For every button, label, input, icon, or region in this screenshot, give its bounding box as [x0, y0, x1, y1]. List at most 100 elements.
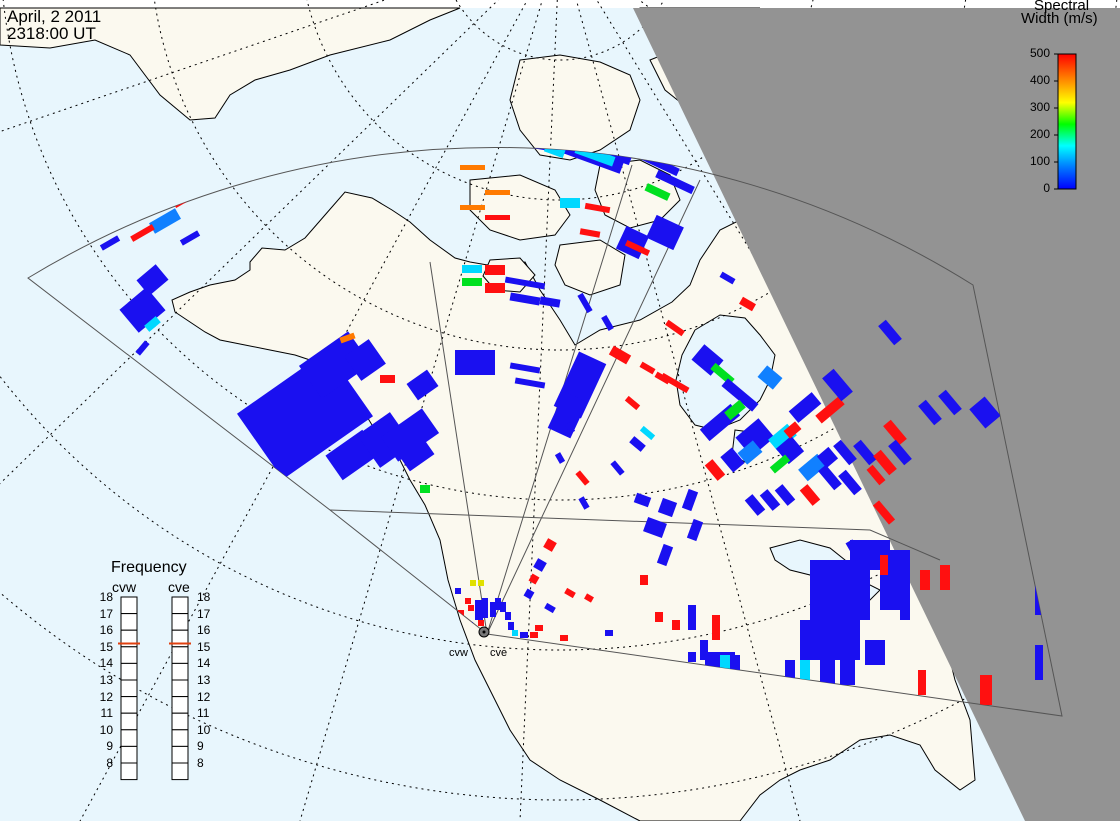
backscatter-cell	[719, 271, 736, 285]
radar-name-cvw: cvw	[112, 579, 137, 595]
backscatter-cell	[460, 205, 485, 210]
site-center	[482, 630, 486, 634]
backscatter-cell	[629, 436, 646, 452]
backscatter-cell	[149, 208, 181, 234]
backscatter-cell	[560, 198, 580, 208]
backscatter-cell	[700, 640, 708, 660]
colorbar-title: Spectral	[1034, 0, 1090, 14]
backscatter-cell	[460, 165, 485, 170]
backscatter-cell	[475, 600, 483, 620]
backscatter-cell	[578, 496, 590, 510]
colorbar-tick: 100	[1029, 154, 1050, 168]
backscatter-cell	[818, 464, 842, 491]
backscatter-cell	[533, 558, 547, 572]
colorbar-tick: 500	[1029, 46, 1050, 60]
backscatter-cell	[900, 570, 910, 620]
frequency-cell	[171, 696, 189, 714]
frequency-cell	[120, 662, 138, 681]
backscatter-cell	[833, 439, 857, 466]
backscatter-cell	[514, 377, 546, 389]
backscatter-cell	[579, 228, 601, 238]
backscatter-cell	[610, 460, 625, 476]
backscatter-cell	[465, 598, 471, 604]
frequency-panel	[118, 596, 191, 781]
backscatter-cell	[554, 452, 566, 464]
backscatter-cell	[485, 283, 505, 293]
backscatter-cell	[535, 625, 543, 631]
backscatter-cell	[840, 660, 855, 685]
backscatter-cell	[704, 459, 726, 481]
backscatter-cell	[135, 340, 150, 356]
backscatter-cell	[520, 632, 528, 638]
frequency-tick: 17	[99, 606, 113, 621]
frequency-cell	[120, 679, 138, 698]
frequency-tick: 10	[99, 722, 113, 737]
backscatter-cell	[739, 296, 756, 312]
backscatter-cell	[644, 183, 671, 201]
backscatter-cell	[816, 446, 839, 469]
frequency-cell	[171, 729, 189, 747]
night-shading	[633, 8, 1120, 821]
colorbar-gradient	[1057, 53, 1077, 190]
backscatter-cell	[455, 350, 495, 375]
backscatter-cell	[485, 215, 510, 220]
frequency-tick: 17	[197, 606, 211, 621]
frequency-cell	[171, 712, 189, 731]
backscatter-cell	[655, 169, 695, 195]
radar-name-cve: cve	[168, 579, 190, 595]
backscatter-cell	[643, 517, 667, 538]
backscatter-cell	[880, 555, 888, 575]
backscatter-cell	[577, 292, 593, 314]
backscatter-cell	[783, 421, 802, 439]
frequency-tick: 14	[197, 656, 211, 671]
backscatter-cell	[119, 287, 166, 333]
backscatter-cell	[633, 492, 652, 508]
backscatter-cell	[298, 331, 372, 399]
backscatter-cell	[523, 588, 535, 600]
frequency-cell	[120, 596, 138, 615]
backscatter-cell	[672, 620, 680, 630]
backscatter-cell	[737, 440, 763, 465]
backscatter-cell	[605, 630, 613, 636]
backscatter-cell	[406, 369, 439, 401]
frequency-tick: 8	[197, 756, 204, 770]
site-label-cvw: cvw	[449, 647, 468, 659]
backscatter-cell	[759, 489, 781, 511]
backscatter-cell	[845, 539, 863, 561]
backscatter-cell	[584, 593, 594, 603]
frequency-cell	[171, 762, 189, 781]
frequency-cell	[120, 729, 138, 747]
backscatter-cell	[543, 538, 557, 552]
backscatter-cell	[980, 675, 992, 705]
frequency-tick: 9	[197, 739, 204, 754]
backscatter-cell	[462, 278, 482, 286]
backscatter-cell	[888, 439, 912, 466]
backscatter-cell	[179, 230, 201, 246]
backscatter-cell	[646, 214, 684, 251]
frequency-tick: 13	[99, 673, 113, 687]
frequency-cell	[171, 662, 189, 681]
backscatter-cell	[660, 372, 690, 394]
backscatter-cell	[639, 361, 656, 375]
frequency-cell	[120, 696, 138, 714]
backscatter-cell	[640, 575, 648, 585]
backscatter-cell	[495, 598, 501, 610]
backscatter-cell	[380, 408, 440, 462]
backscatter-cell	[395, 433, 435, 472]
backscatter-cell	[657, 497, 678, 518]
backscatter-cell	[744, 494, 766, 516]
date-label: April, 2 2011	[7, 7, 102, 26]
frequency-tick: 18	[99, 590, 113, 604]
backscatter-cell	[505, 612, 511, 620]
backscatter-cell	[838, 469, 862, 496]
backscatter-cell	[866, 464, 886, 486]
backscatter-cell	[504, 276, 546, 290]
backscatter-cell	[136, 264, 169, 296]
backscatter-cell	[485, 265, 505, 275]
frequency-tick: 14	[99, 656, 113, 671]
backscatter-cell	[500, 602, 506, 612]
backscatter-cell	[544, 602, 556, 614]
backscatter-cell	[530, 632, 538, 638]
backscatter-cell	[918, 670, 926, 695]
backscatter-cell	[757, 365, 783, 390]
